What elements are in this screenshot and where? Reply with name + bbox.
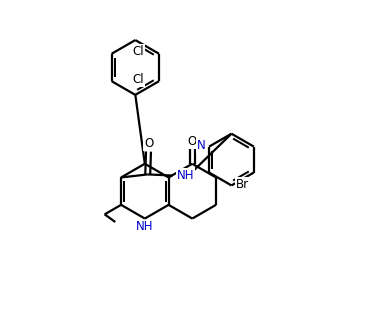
Text: Br: Br xyxy=(236,178,249,191)
Text: NH: NH xyxy=(136,220,154,233)
Text: O: O xyxy=(188,135,197,148)
Text: Cl: Cl xyxy=(133,45,144,58)
Text: O: O xyxy=(144,137,153,150)
Text: NH: NH xyxy=(177,169,195,182)
Text: N: N xyxy=(197,139,206,152)
Text: Cl: Cl xyxy=(133,73,144,86)
